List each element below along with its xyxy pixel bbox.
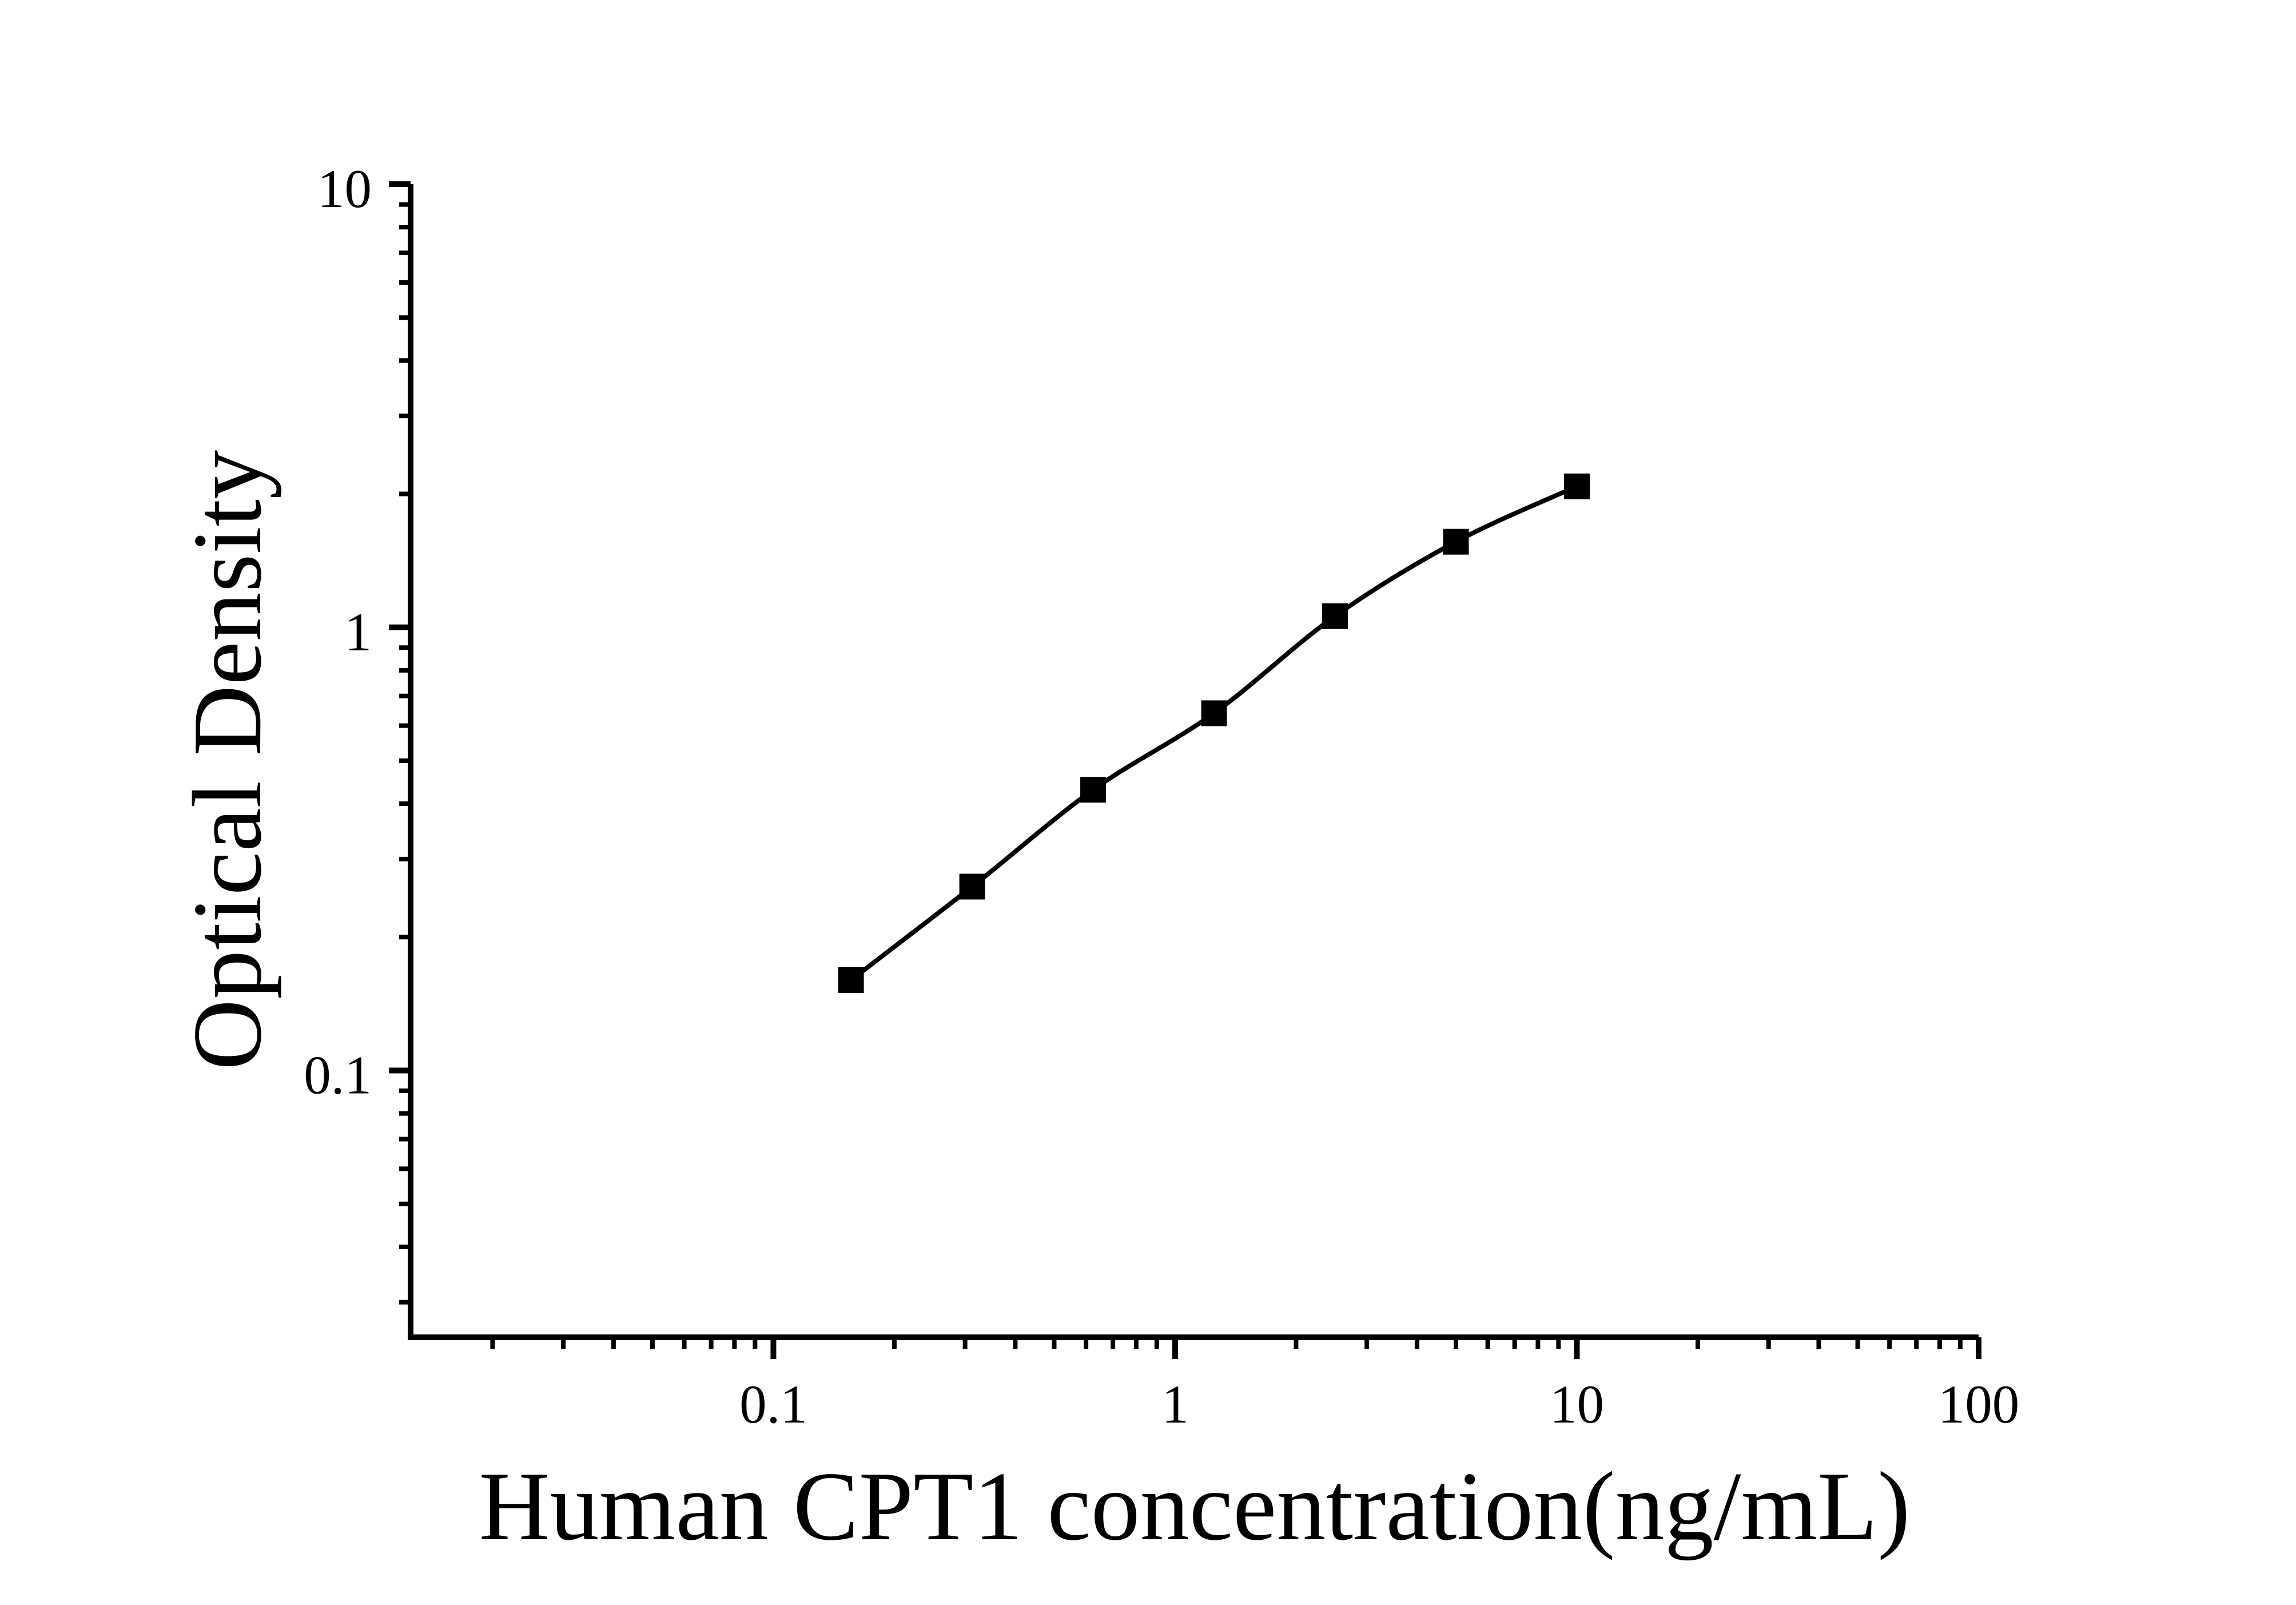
y-tick-label: 1 <box>345 602 372 662</box>
data-point-marker <box>838 967 864 993</box>
axis-ticks <box>389 181 1981 1359</box>
x-axis-title: Human CPT1 concentration(ng/mL) <box>479 1452 1911 1561</box>
standard-curve-line <box>849 484 1578 982</box>
data-series <box>838 473 1590 993</box>
x-tick-label: 10 <box>1550 1374 1604 1435</box>
data-point-marker <box>959 873 985 900</box>
data-point-marker <box>1322 603 1348 629</box>
data-point-marker <box>1443 529 1469 555</box>
data-point-marker <box>1563 473 1590 499</box>
axes <box>408 184 1979 1340</box>
x-tick-label: 0.1 <box>739 1374 807 1435</box>
tick-labels: 0.1 1 10 100 10 1 0.1 <box>304 158 2019 1435</box>
y-tick-label: 0.1 <box>304 1045 372 1106</box>
y-tick-label: 10 <box>317 158 372 219</box>
x-tick-label: 1 <box>1161 1374 1189 1435</box>
data-point-marker <box>1080 777 1107 803</box>
data-point-marker <box>1201 700 1227 726</box>
y-axis-title: Optical Density <box>173 450 282 1070</box>
x-tick-label: 100 <box>1938 1374 2020 1435</box>
